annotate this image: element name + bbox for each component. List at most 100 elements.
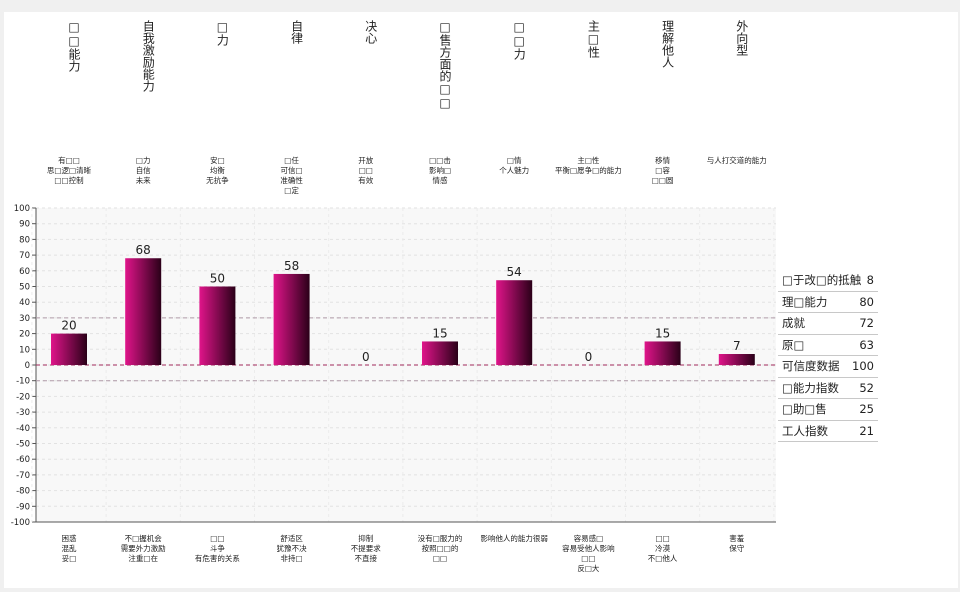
description-line: 安□ bbox=[210, 156, 225, 165]
category-label: 外向型 bbox=[734, 20, 749, 56]
y-tick-label: -40 bbox=[16, 424, 30, 434]
description-line: □情 bbox=[506, 156, 522, 165]
legend-row: □助□售 25 bbox=[778, 399, 878, 421]
description-line: □□ bbox=[655, 534, 670, 543]
high-description: 移情 □容 □□圆 bbox=[603, 156, 723, 186]
description-line: □□ bbox=[432, 554, 448, 563]
description-line: 影响他人的能力很弱 bbox=[480, 534, 548, 543]
description-line: 妥□ bbox=[61, 554, 77, 563]
description-line: □□控制 bbox=[54, 176, 84, 185]
description-line: 按照□□的 bbox=[421, 544, 459, 553]
description-line: 斗争 bbox=[209, 544, 225, 553]
low-description: 容易感□ 容易受他人影响 □□ 反□大 bbox=[528, 534, 648, 574]
high-description: 开放 □□ 有效 bbox=[306, 156, 426, 186]
description-line: □力 bbox=[135, 156, 151, 165]
bar bbox=[273, 273, 310, 365]
bar bbox=[422, 341, 458, 365]
high-description: 与人打交道的能力 bbox=[677, 156, 797, 166]
data-label: 0 bbox=[362, 350, 370, 364]
description-line: 影响□ bbox=[428, 166, 452, 175]
data-label: 54 bbox=[507, 265, 522, 279]
legend-row: □于改□的抵触 8 bbox=[778, 270, 878, 292]
description-line: 与人打交道的能力 bbox=[706, 156, 767, 165]
description-line: 害羞 bbox=[729, 534, 745, 543]
description-line: □容 bbox=[655, 166, 670, 175]
high-description: 安□ 均衡 无抗争 bbox=[157, 156, 277, 186]
data-label: 7 bbox=[733, 339, 741, 353]
high-description: □任 可信□ 准确性 □定 bbox=[232, 156, 352, 196]
bar bbox=[644, 341, 681, 365]
legend-label: 工人指数 bbox=[782, 423, 828, 438]
description-line: □□ bbox=[210, 534, 225, 543]
y-tick-label: -50 bbox=[16, 440, 30, 450]
description-line: 不直接 bbox=[354, 554, 378, 563]
description-line: 开放 bbox=[358, 156, 374, 165]
bar bbox=[51, 333, 87, 365]
y-tick-label: 0 bbox=[25, 361, 30, 371]
description-line: 反□大 bbox=[577, 564, 600, 573]
description-line: 舒适区 bbox=[280, 534, 303, 543]
description-line: 犹豫不决 bbox=[276, 544, 307, 553]
legend-value: 72 bbox=[859, 316, 874, 331]
data-label: 68 bbox=[136, 243, 151, 257]
legend-row: 理□能力 80 bbox=[778, 292, 878, 313]
description-line: 保守 bbox=[729, 544, 745, 553]
y-tick-label: 50 bbox=[19, 283, 30, 293]
category-label: □□力 bbox=[512, 20, 527, 60]
y-tick-label: 90 bbox=[19, 220, 30, 230]
legend-value: 63 bbox=[859, 337, 874, 352]
category-label: □售方面的□□ bbox=[438, 20, 452, 110]
high-description: 主□性 平衡□愿争□的能力 bbox=[528, 156, 648, 176]
description-line: 未来 bbox=[135, 176, 151, 185]
description-line: 均衡 bbox=[209, 166, 225, 175]
y-tick-label: -30 bbox=[16, 408, 30, 418]
legend-row: 原□ 63 bbox=[778, 335, 878, 356]
y-tick-label: 40 bbox=[19, 298, 30, 308]
y-tick-label: 80 bbox=[19, 235, 30, 245]
y-tick-label: 30 bbox=[19, 314, 30, 324]
description-line: 平衡□愿争□的能力 bbox=[555, 166, 622, 175]
legend-label: 可信度数据 bbox=[782, 359, 840, 374]
bar bbox=[718, 354, 755, 365]
description-line: 个人魅力 bbox=[499, 166, 530, 175]
description-line: 容易受他人影响 bbox=[562, 544, 615, 553]
description-line: □□圆 bbox=[651, 176, 674, 185]
y-tick-label: 20 bbox=[19, 330, 30, 340]
category-label: 决心 bbox=[363, 20, 378, 44]
high-description: □力 自信 未来 bbox=[83, 156, 203, 186]
data-label: 15 bbox=[655, 326, 670, 340]
data-label: 58 bbox=[284, 259, 299, 273]
y-tick-label: -20 bbox=[16, 392, 30, 402]
y-tick-label: 10 bbox=[19, 345, 30, 355]
y-tick-label: -80 bbox=[16, 487, 30, 497]
description-line: □□击 bbox=[429, 156, 451, 165]
legend-row: □能力指数 52 bbox=[778, 378, 878, 399]
legend-label: 原□ bbox=[782, 337, 805, 352]
y-tick-label: -60 bbox=[16, 455, 30, 465]
low-description: □□ 斗争 有危害的关系 bbox=[157, 534, 277, 564]
high-description: □情 个人魅力 bbox=[454, 156, 574, 176]
y-tick-label: -100 bbox=[11, 518, 30, 528]
legend-value: 100 bbox=[852, 359, 874, 374]
y-tick-label: -70 bbox=[16, 471, 30, 481]
category-label: 自律 bbox=[289, 20, 304, 44]
low-description: 抑制 不提要求 不直接 bbox=[306, 534, 426, 564]
low-description: 困惑 混乱 妥□ bbox=[9, 534, 129, 564]
description-line: 主□性 bbox=[577, 156, 600, 165]
description-line: 注重□在 bbox=[128, 554, 158, 563]
description-line: 混乱 bbox=[61, 544, 77, 553]
category-label: 主□性 bbox=[586, 20, 601, 58]
low-description: 不□握机会 需要外力激励 注重□在 bbox=[83, 534, 203, 564]
low-description: 没有□服力的 按照□□的 □□ bbox=[380, 534, 500, 564]
description-line: 冷漠 bbox=[655, 544, 671, 553]
legend-row: 工人指数 21 bbox=[778, 421, 878, 442]
bar bbox=[125, 258, 162, 365]
data-label: 20 bbox=[61, 319, 76, 333]
low-description: □□ 冷漠 不□他人 bbox=[603, 534, 723, 564]
low-description: 舒适区 犹豫不决 非持□ bbox=[232, 534, 352, 564]
description-line: 困惑 bbox=[61, 534, 77, 543]
description-line: □任 bbox=[284, 156, 299, 165]
data-label: 50 bbox=[210, 272, 225, 286]
description-line: □□ bbox=[358, 166, 373, 175]
legend-value: 52 bbox=[859, 380, 874, 395]
